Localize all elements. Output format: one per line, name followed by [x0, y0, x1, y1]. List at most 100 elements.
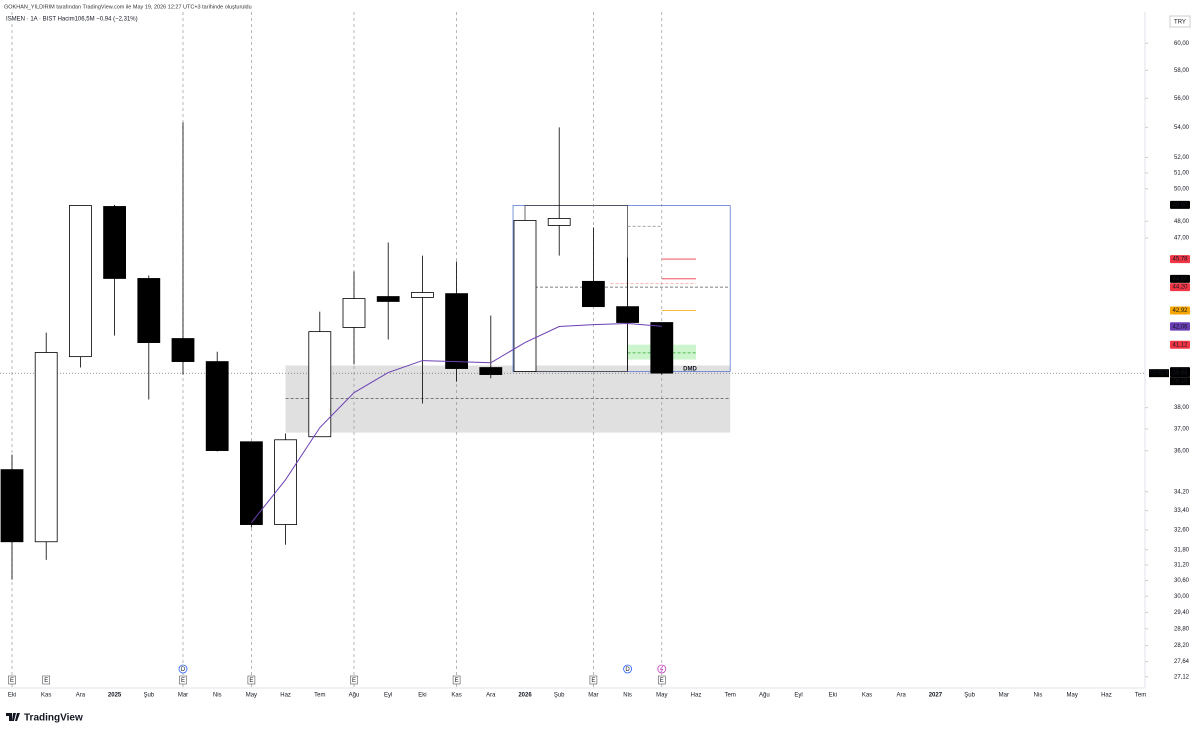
- x-tick-label: Haz: [280, 693, 291, 699]
- candle: [308, 311, 332, 438]
- event-label: E: [44, 678, 48, 684]
- candle: [410, 255, 434, 404]
- box-label: DMD: [683, 366, 697, 372]
- price-label: 44,20: [1172, 285, 1188, 291]
- x-tick-label: Ara: [486, 693, 496, 699]
- countdown-box: [1170, 377, 1190, 386]
- x-tick-label: Mar: [999, 693, 1009, 699]
- y-tick-label: 29,40: [1174, 610, 1190, 616]
- candle-body: [239, 441, 263, 525]
- countdown: 7d 1h: [1172, 379, 1187, 385]
- x-tick-label: Nis: [623, 693, 632, 699]
- candle-body: [650, 322, 674, 374]
- candle-body: [582, 280, 605, 308]
- price-label-box: [1170, 369, 1190, 378]
- candle-body: [171, 338, 195, 362]
- candle-body: [308, 331, 332, 438]
- candle: [547, 127, 571, 256]
- candle: [513, 220, 537, 372]
- x-tick-label: Eki: [829, 693, 837, 699]
- y-tick-label: 51,00: [1174, 171, 1190, 177]
- y-tick-label: 27,64: [1174, 659, 1190, 665]
- dividend-label: D: [181, 667, 186, 673]
- x-tick-label: Eki: [418, 693, 426, 699]
- logo-text: TradingView: [24, 713, 83, 724]
- logo-icon: [6, 713, 20, 721]
- y-tick-label: 30,00: [1174, 594, 1190, 600]
- event-box: [247, 675, 256, 685]
- candle: [171, 122, 195, 375]
- candle-body: [69, 205, 92, 358]
- candle-body: [342, 298, 366, 328]
- candle-body: [376, 296, 400, 302]
- y-tick-label: 27,12: [1174, 674, 1190, 680]
- y-tick-label: 48,00: [1174, 219, 1190, 225]
- x-tick-label: Şub: [964, 693, 975, 699]
- x-tick-label: Nis: [1034, 693, 1043, 699]
- candle: [616, 257, 639, 371]
- x-tick-label: Haz: [691, 693, 702, 699]
- event-label: E: [352, 678, 356, 684]
- candle: [582, 227, 605, 308]
- price-label: 42,06: [1172, 324, 1188, 330]
- dividend-marker: [178, 664, 188, 674]
- split-icon: [659, 665, 664, 673]
- event-label: E: [249, 678, 253, 684]
- ma-line: [251, 322, 662, 523]
- currency-box[interactable]: [1169, 15, 1191, 28]
- x-tick-label: Ağu: [349, 693, 360, 699]
- legend: ISMEN · 1A · BIST Hacim106,5M −0,94 (−2,…: [6, 17, 138, 23]
- price-label: 39,68: [1172, 371, 1188, 377]
- ticker-box: [1149, 369, 1169, 378]
- header: GOKHAN_YILDIRIM tarafından TradingView.c…: [4, 4, 252, 10]
- x-tick-label: Eyl: [384, 693, 392, 699]
- y-tick-label: 37,00: [1174, 427, 1190, 433]
- x-tick-label: Tem: [725, 693, 736, 699]
- candle-body: [137, 278, 161, 343]
- y-tick-label: 56,00: [1174, 96, 1190, 102]
- candle: [137, 275, 161, 400]
- candle-body: [274, 439, 298, 525]
- y-tick-label: 31,20: [1174, 563, 1190, 569]
- x-tick-label: Şub: [554, 693, 565, 699]
- split-marker: [657, 664, 667, 674]
- x-tick-label: 2025: [108, 693, 122, 699]
- event-label: E: [660, 678, 664, 684]
- candle-body: [445, 293, 469, 369]
- candle-body: [103, 206, 126, 279]
- event-box: [452, 675, 461, 685]
- event-box: [589, 675, 598, 685]
- event-label: E: [591, 678, 595, 684]
- x-tick-label: Tem: [1135, 693, 1146, 699]
- price-label: 41,12: [1172, 342, 1188, 348]
- x-tick-label: Haz: [1101, 693, 1112, 699]
- event-box: [8, 675, 16, 685]
- candle-body: [513, 220, 537, 372]
- y-tick-label: 50,00: [1174, 186, 1190, 192]
- candle-body: [0, 469, 24, 543]
- candle: [103, 204, 126, 336]
- candle-body: [479, 367, 503, 375]
- x-tick-label: May: [1067, 693, 1078, 699]
- price-label: 49,00: [1172, 202, 1188, 208]
- x-tick-label: Kas: [451, 693, 461, 699]
- event-box: [179, 675, 187, 685]
- x-tick-label: Tem: [314, 693, 325, 699]
- y-tick-label: 31,80: [1174, 547, 1190, 553]
- x-tick-label: Kas: [862, 693, 872, 699]
- event-box: [657, 675, 666, 685]
- y-tick-label: 28,20: [1174, 643, 1190, 649]
- y-tick-label: 54,00: [1174, 125, 1190, 131]
- candle-body: [34, 352, 58, 543]
- event-label: E: [10, 678, 14, 684]
- y-tick-label: 47,00: [1174, 236, 1190, 242]
- price-label-box: [1170, 340, 1190, 349]
- ticker: ISMEN: [1149, 371, 1168, 377]
- candle: [69, 205, 92, 368]
- y-tick-label: 30,60: [1174, 578, 1190, 584]
- price-label: 44,66: [1172, 276, 1188, 282]
- x-tick-label: 2027: [929, 693, 943, 699]
- x-tick-label: Şub: [143, 693, 154, 699]
- candle: [650, 322, 674, 375]
